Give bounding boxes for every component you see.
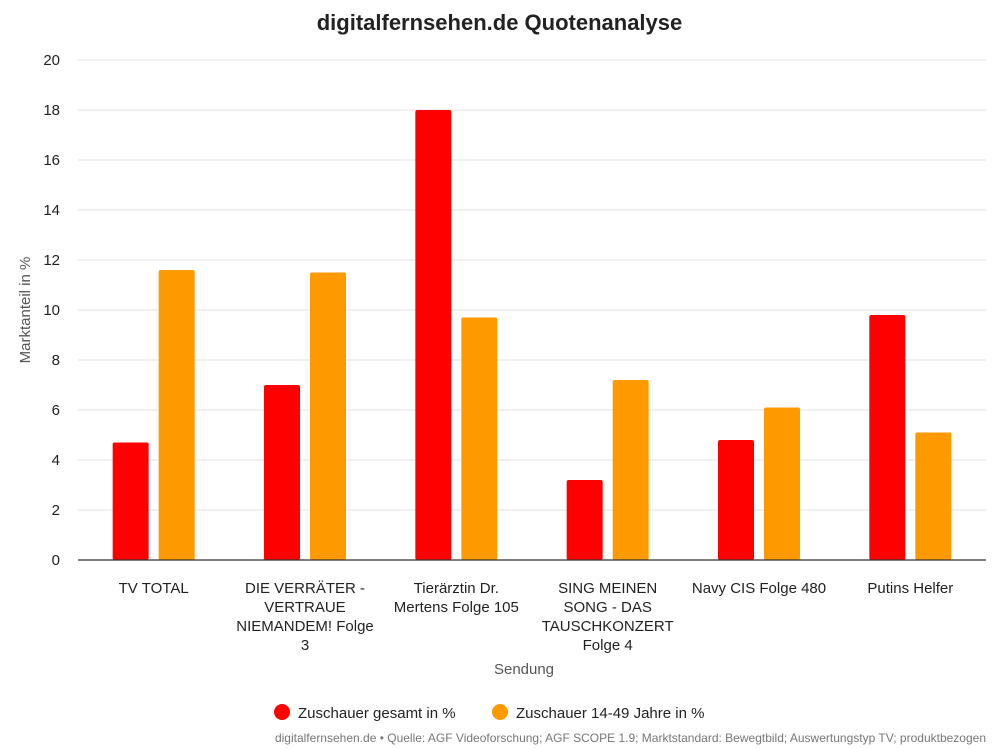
y-tick-label: 4 [52,452,60,469]
bar-14-49-5 [764,407,800,560]
bar-14-49-1 [158,270,195,560]
y-tick-label: 6 [52,402,60,419]
legend-swatch [492,704,508,720]
source-footer: digitalfernsehen.de • Quelle: AGF Videof… [275,731,986,745]
bar-gesamt-2 [264,385,300,560]
y-tick-label: 12 [43,252,60,269]
bar-14-49-6 [915,432,952,560]
y-tick-label: 16 [43,152,60,169]
legend-label: Zuschauer gesamt in % [298,705,456,722]
x-axis-title: Sendung [494,661,554,678]
bar-gesamt-1 [112,442,149,560]
legend-swatch [274,704,290,720]
legend-label: Zuschauer 14-49 Jahre in % [516,705,704,722]
bar-gesamt-4 [566,480,603,560]
x-category-label: Tierärztin Dr. Mertens Folge 105 [394,580,519,616]
x-category-label: Putins Helfer [867,580,953,597]
y-tick-label: 18 [43,102,60,119]
bar-14-49-4 [612,380,649,560]
bar-14-49-3 [461,317,498,560]
x-category-label: TV TOTAL [119,580,189,597]
bar-14-49-2 [310,272,346,560]
y-tick-label: 8 [52,352,60,369]
y-tick-label: 0 [52,552,60,569]
chart-title: digitalfernsehen.de Quotenanalyse [317,10,683,35]
bar-gesamt-3 [415,110,452,560]
y-tick-label: 2 [52,502,60,519]
bar-gesamt-5 [718,440,754,560]
y-tick-label: 10 [43,302,60,319]
y-tick-label: 20 [43,52,60,69]
x-axis-categories: TV TOTAL DIE VERRÄTER -VERTRAUE NIEMANDEM!… [119,580,954,654]
x-category-label: SING MEINEN SONG - DAS TAUSCHKONZERT Folge … [542,580,674,654]
x-category-label: Navy CIS Folge 480 [692,580,826,597]
y-axis-title: Marktanteil in % [17,257,34,364]
y-tick-label: 14 [43,202,60,219]
gridlines [78,59,986,511]
y-axis-ticks: 0 2 4 6 8 10 12 14 16 18 20 [43,52,60,569]
legend: Zuschauer gesamt in % Zuschauer 14-49 Jah… [274,704,704,722]
x-category-label: DIE VERRÄTER -VERTRAUE NIEMANDEM! Folge 3 [236,580,374,654]
bar-gesamt-6 [869,315,906,560]
bars [112,110,952,560]
